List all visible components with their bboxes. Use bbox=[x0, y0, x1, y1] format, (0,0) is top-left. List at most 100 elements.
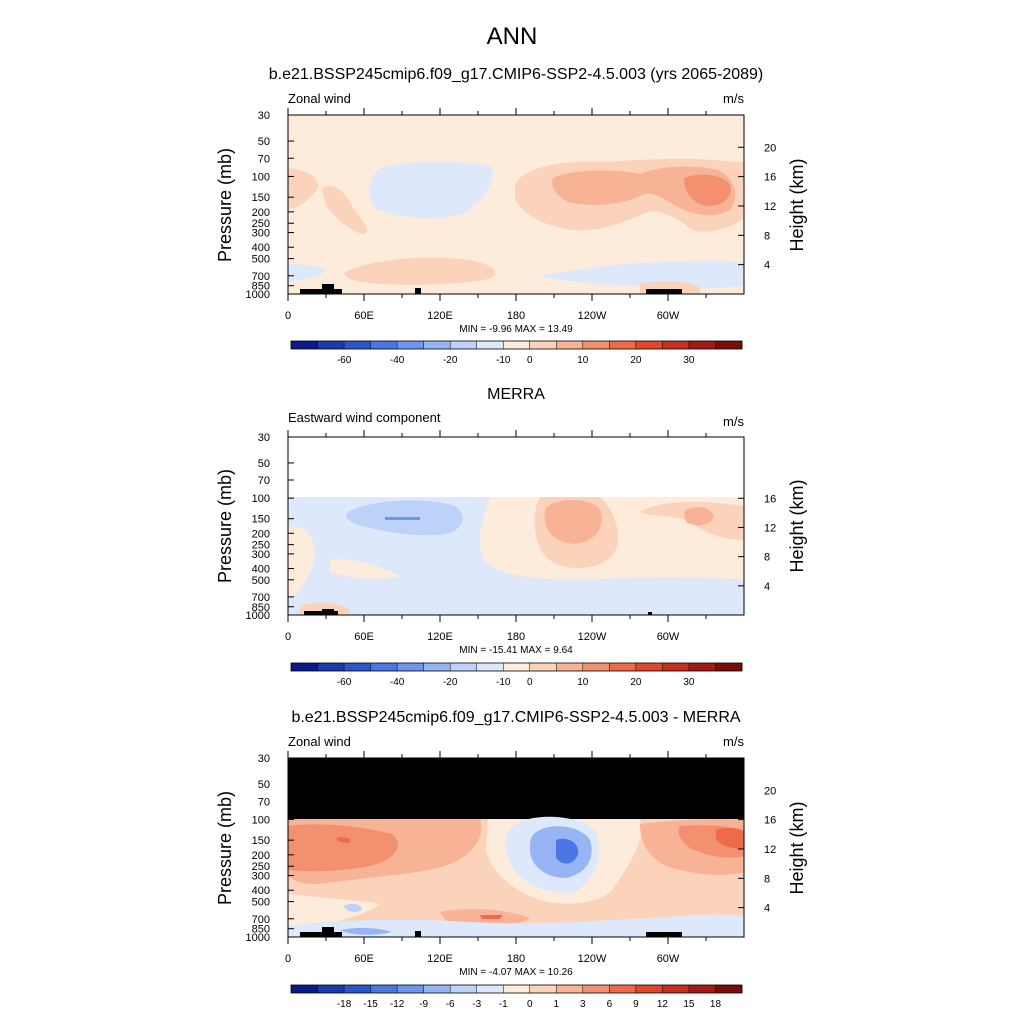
variable-label: Zonal wind bbox=[288, 734, 351, 749]
colorbar-label: -60 bbox=[337, 677, 352, 688]
colorbar-swatch bbox=[370, 985, 398, 993]
colorbar-swatch bbox=[688, 663, 716, 671]
field-contour-lower-pos bbox=[344, 257, 495, 285]
height-tick-label: 16 bbox=[764, 172, 776, 184]
colorbar-swatch bbox=[529, 663, 557, 671]
longitude-tick-label: 60W bbox=[657, 310, 680, 322]
colorbar-swatch bbox=[344, 985, 371, 993]
longitude-tick-label: 0 bbox=[285, 310, 291, 322]
pressure-tick-label: 850 bbox=[252, 602, 270, 614]
pressure-tick-label: 50 bbox=[258, 136, 270, 148]
longitude-tick-label: 120W bbox=[578, 310, 607, 322]
colorbar-swatch bbox=[582, 341, 610, 349]
field-contour-lower-near-zero bbox=[288, 894, 380, 926]
colorbar-swatch bbox=[556, 985, 584, 993]
colorbar-swatch bbox=[715, 663, 743, 671]
height-axis: 4 8 12 16 20 bbox=[738, 142, 776, 272]
pressure-tick-label: 100 bbox=[252, 171, 270, 183]
colorbar-label: 30 bbox=[683, 355, 695, 366]
colorbar-swatch bbox=[291, 985, 318, 993]
height-tick-label: 8 bbox=[764, 873, 770, 885]
pressure-tick-label: 70 bbox=[258, 153, 270, 165]
pressure-tick-label: 1000 bbox=[246, 932, 270, 944]
colorbar-swatch bbox=[476, 341, 504, 349]
colorbar-label: -40 bbox=[390, 355, 405, 366]
pressure-tick-label: 300 bbox=[252, 228, 270, 240]
colorbar-frame bbox=[290, 984, 743, 994]
pressure-tick-label: 50 bbox=[258, 458, 270, 470]
field-contour-neg-core bbox=[556, 838, 579, 864]
topography bbox=[322, 927, 334, 933]
colorbar-label: -6 bbox=[446, 999, 455, 1010]
pressure-tick-label: 30 bbox=[258, 432, 270, 444]
colorbar-label: 30 bbox=[683, 677, 695, 688]
colorbar-swatch bbox=[582, 985, 610, 993]
colorbar-label: -3 bbox=[472, 999, 481, 1010]
height-tick-label: 8 bbox=[764, 552, 770, 564]
field-contour-pos-lower-left bbox=[288, 526, 315, 600]
pressure-tick-label: 300 bbox=[252, 871, 270, 883]
pressure-tick-label: 1000 bbox=[246, 289, 270, 301]
colorbar-swatch bbox=[397, 341, 424, 349]
colorbar-label: -1 bbox=[499, 999, 508, 1010]
colorbar-swatch bbox=[450, 985, 478, 993]
height-axis: 4 8 12 16 bbox=[738, 493, 776, 593]
colorbar-swatch bbox=[344, 341, 371, 349]
field-contour-surface-neg bbox=[288, 914, 744, 937]
height-tick-label: 20 bbox=[764, 785, 776, 797]
longitude-tick-label: 60E bbox=[354, 631, 374, 643]
colorbar-swatch bbox=[317, 663, 345, 671]
colorbar-label: -9 bbox=[419, 999, 428, 1010]
pressure-tick-label: 50 bbox=[258, 779, 270, 791]
colorbar-frame bbox=[290, 340, 743, 350]
longitude-axis: 0 60E 120E 180 120W 60W bbox=[285, 108, 707, 322]
colorbar-label: 20 bbox=[630, 677, 642, 688]
colorbar-swatch bbox=[503, 341, 531, 349]
field-contour-westerly-core bbox=[544, 499, 602, 544]
colorbar-label: 1 bbox=[554, 999, 560, 1010]
colorbar-swatch bbox=[662, 341, 690, 349]
longitude-tick-label: 0 bbox=[285, 631, 291, 643]
y-axis-title-right: Height (km) bbox=[787, 479, 807, 572]
pressure-tick-label: 1000 bbox=[246, 610, 270, 622]
topography bbox=[415, 288, 421, 294]
min-max-stats: MIN = -4.07 MAX = 10.26 bbox=[459, 967, 573, 978]
colorbar-label: -20 bbox=[443, 677, 458, 688]
colorbar-label: -12 bbox=[390, 999, 405, 1010]
pressure-tick-label: 100 bbox=[252, 814, 270, 826]
longitude-tick-label: 120W bbox=[578, 953, 607, 965]
colorbar-swatch bbox=[476, 663, 504, 671]
pressure-tick-label: 70 bbox=[258, 796, 270, 808]
colorbar-swatch bbox=[582, 663, 610, 671]
colorbar-swatch bbox=[609, 341, 637, 349]
colorbar-label: 0 bbox=[527, 999, 533, 1010]
colorbar-label: -20 bbox=[443, 355, 458, 366]
field-contour-neg-spot bbox=[344, 903, 362, 913]
plot-area bbox=[288, 437, 744, 615]
field-contour-pos-left bbox=[288, 168, 319, 210]
pressure-tick-label: 30 bbox=[258, 110, 270, 122]
y-axis-title-left: Pressure (mb) bbox=[215, 791, 235, 905]
colorbar-swatch bbox=[476, 985, 504, 993]
longitude-axis: 0 60E 120E 180 120W 60W bbox=[285, 430, 707, 643]
pressure-tick-label: 200 bbox=[252, 528, 270, 540]
colorbar-label: -15 bbox=[363, 999, 378, 1010]
colorbar-swatch bbox=[450, 341, 478, 349]
pressure-tick-label: 150 bbox=[252, 514, 270, 526]
longitude-tick-label: 60W bbox=[657, 631, 680, 643]
colorbar-swatch bbox=[609, 985, 637, 993]
colorbar-frame bbox=[290, 662, 743, 672]
topography bbox=[648, 612, 652, 615]
topography bbox=[300, 932, 342, 937]
field-contour-lower-neg-e bbox=[540, 260, 744, 289]
colorbar-label: -10 bbox=[496, 677, 511, 688]
colorbar-swatch bbox=[529, 985, 557, 993]
colorbar-label: 12 bbox=[657, 999, 669, 1010]
topography bbox=[300, 289, 342, 294]
panel-model: b.e21.BSSP245cmip6.f09_g17.CMIP6-SSP2-4.… bbox=[215, 66, 807, 366]
field-contour-easterly-max bbox=[385, 517, 420, 520]
pressure-tick-label: 400 bbox=[252, 242, 270, 254]
colorbar-swatch bbox=[688, 341, 716, 349]
